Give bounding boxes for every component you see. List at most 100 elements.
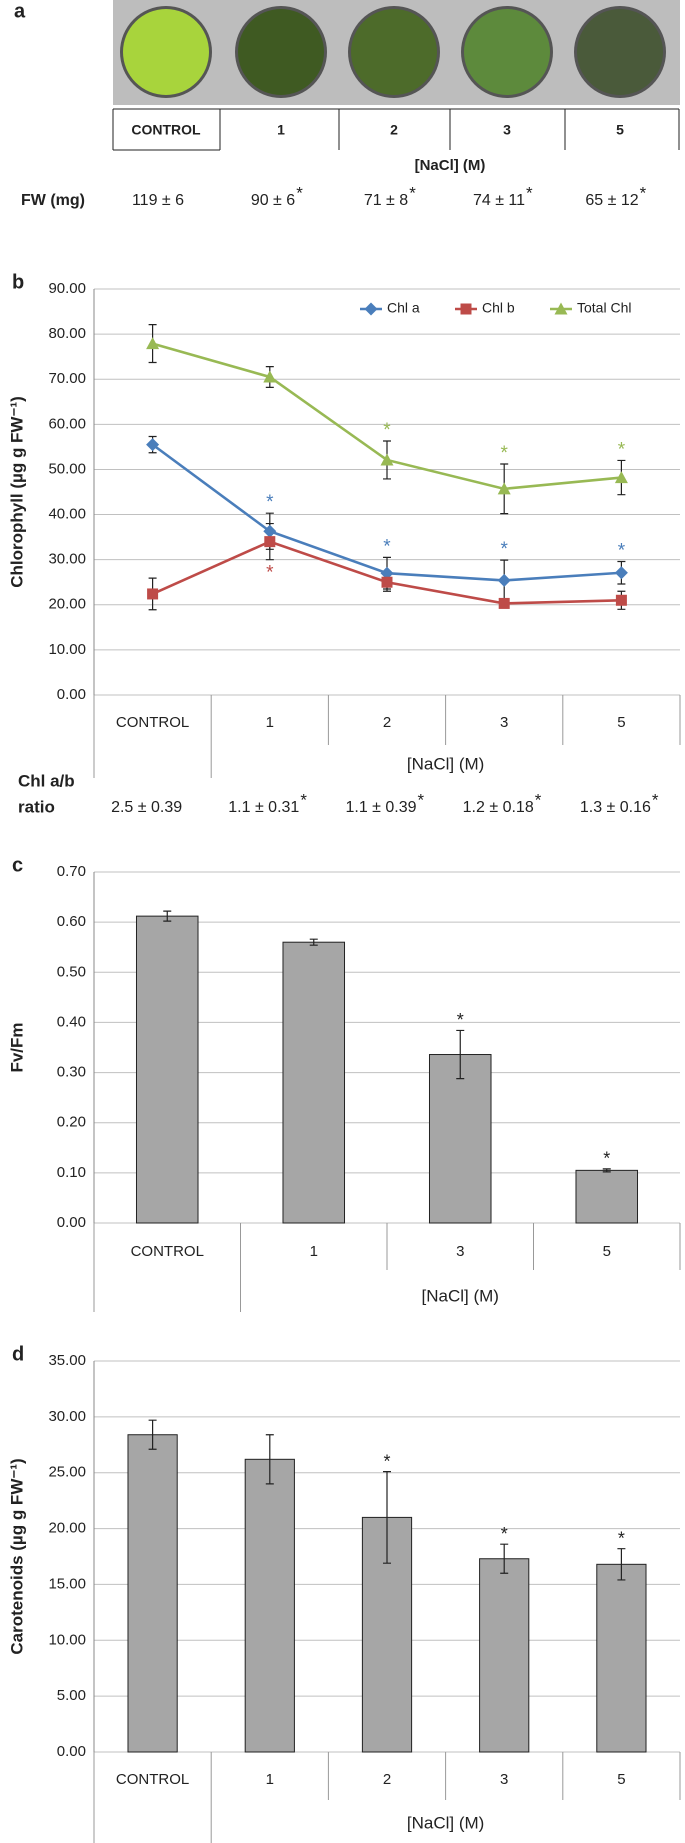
y-tick-label: 30.00 xyxy=(48,551,86,568)
significance: * xyxy=(640,183,647,202)
error-bar xyxy=(602,1168,611,1173)
marker xyxy=(380,566,394,580)
significance: * xyxy=(500,539,508,560)
y-tick-label: 0.00 xyxy=(57,1743,86,1760)
significance: * xyxy=(383,536,391,557)
y-axis-label: Fv/Fm xyxy=(7,1022,26,1072)
x-tick-label: 2 xyxy=(383,714,391,731)
panel-label: a xyxy=(14,0,26,22)
y-tick-label: 20.00 xyxy=(48,596,86,613)
panel-label: c xyxy=(12,854,23,876)
marker xyxy=(497,573,511,587)
x-tick-label: 3 xyxy=(500,1771,508,1788)
row-label: Chl a/b xyxy=(18,771,75,790)
marker xyxy=(146,337,160,350)
marker xyxy=(614,471,628,484)
y-tick-label: 40.00 xyxy=(48,506,86,523)
marker xyxy=(147,588,159,600)
legend-label: Total Chl xyxy=(577,300,631,316)
bar xyxy=(282,941,346,1224)
marker xyxy=(380,453,394,466)
bar xyxy=(479,1558,530,1753)
marker xyxy=(554,302,568,315)
marker xyxy=(264,536,276,548)
y-tick-label: 0.00 xyxy=(57,686,86,703)
panel-label: d xyxy=(12,1343,24,1365)
error-bar xyxy=(500,1543,509,1574)
y-tick-label: 5.00 xyxy=(57,1687,86,1704)
fw-value: 119 ± 6 xyxy=(132,192,184,209)
row-label: FW (mg) xyxy=(21,192,85,209)
error-bar xyxy=(163,910,172,922)
significance: * xyxy=(266,492,274,513)
x-axis-label: [NaCl] (M) xyxy=(407,754,484,773)
significance: * xyxy=(409,183,416,202)
significance: * xyxy=(500,443,508,464)
significance: * xyxy=(618,439,626,460)
y-tick-label: 10.00 xyxy=(48,641,86,658)
category-label: 2 xyxy=(390,122,398,138)
y-tick-label: 0.50 xyxy=(57,963,86,980)
significance: * xyxy=(300,790,307,809)
error-bar xyxy=(383,1471,391,1564)
legend-label: Chl a xyxy=(387,300,420,316)
error-bar xyxy=(148,1419,157,1450)
y-tick-label: 10.00 xyxy=(48,1631,86,1648)
y-tick-label: 25.00 xyxy=(48,1464,86,1481)
x-tick-label: 5 xyxy=(617,714,625,731)
marker xyxy=(615,594,627,606)
error-bar xyxy=(309,938,318,946)
marker xyxy=(263,524,277,538)
y-tick-label: 0.30 xyxy=(57,1064,86,1081)
significance: * xyxy=(266,563,274,584)
marker xyxy=(364,302,378,316)
bar xyxy=(361,1516,413,1753)
category-label: 5 xyxy=(616,122,624,138)
marker xyxy=(146,438,160,452)
fw-value: 90 ± 6 xyxy=(251,192,295,209)
error-bar xyxy=(617,1548,626,1581)
bar xyxy=(428,1054,492,1224)
y-tick-label: 15.00 xyxy=(48,1575,86,1592)
y-axis-label: Carotenoids (µg g FW⁻¹) xyxy=(7,1458,26,1654)
bar xyxy=(135,915,199,1224)
category-label: 1 xyxy=(277,122,285,138)
significance: * xyxy=(418,790,425,809)
fw-value: 74 ± 11 xyxy=(473,192,525,209)
x-tick-label: CONTROL xyxy=(116,1771,189,1788)
error-bar xyxy=(265,1434,274,1485)
error-bar xyxy=(456,1029,465,1080)
significance: * xyxy=(383,1451,390,1471)
photo xyxy=(123,9,209,95)
marker xyxy=(263,370,277,383)
x-tick-label: CONTROL xyxy=(116,714,189,731)
x-tick-label: CONTROL xyxy=(131,1243,204,1260)
significance: * xyxy=(652,790,659,809)
x-axis-label: [NaCl] (M) xyxy=(407,1813,484,1832)
significance: * xyxy=(618,540,626,561)
axis-label: [NaCl] (M) xyxy=(415,157,486,174)
category-label: CONTROL xyxy=(131,122,201,138)
significance: * xyxy=(535,790,542,809)
photo xyxy=(464,9,550,95)
x-axis-label: [NaCl] (M) xyxy=(422,1286,499,1305)
x-tick-label: 5 xyxy=(617,1771,625,1788)
y-tick-label: 60.00 xyxy=(48,415,86,432)
significance: * xyxy=(618,1528,625,1548)
category-label: 3 xyxy=(503,122,511,138)
x-tick-label: 3 xyxy=(456,1243,464,1260)
y-tick-label: 0.70 xyxy=(57,863,86,880)
y-tick-label: 80.00 xyxy=(48,325,86,342)
x-tick-label: 2 xyxy=(383,1771,391,1788)
marker xyxy=(381,576,393,588)
x-tick-label: 1 xyxy=(266,1771,274,1788)
row-label: ratio xyxy=(18,797,55,816)
photo xyxy=(238,9,324,95)
marker xyxy=(614,566,628,580)
y-tick-label: 30.00 xyxy=(48,1408,86,1425)
y-tick-label: 90.00 xyxy=(48,280,86,297)
ratio-value: 1.1 ± 0.39 xyxy=(345,799,416,816)
bar xyxy=(127,1434,178,1753)
x-tick-label: 1 xyxy=(266,714,274,731)
